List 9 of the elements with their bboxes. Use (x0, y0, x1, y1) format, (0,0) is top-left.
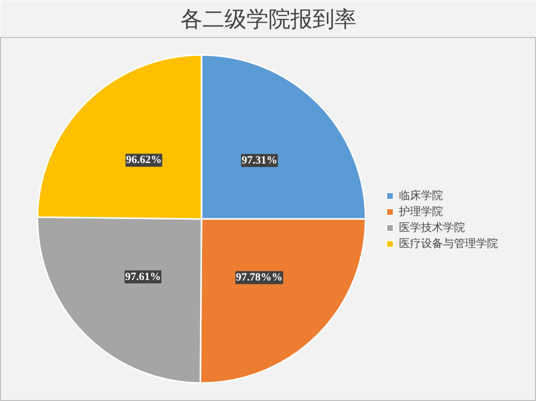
legend-label: 医疗设备与管理学院 (399, 236, 498, 251)
legend-label: 临床学院 (399, 188, 443, 203)
legend-label: 护理学院 (399, 204, 443, 219)
data-label: 97.78%% (236, 272, 283, 284)
data-label: 96.62% (126, 154, 162, 166)
legend-label: 医学技术学院 (399, 220, 465, 235)
data-label: 97.61% (125, 270, 161, 283)
chart-title: 各二级学院报到率 (180, 8, 356, 32)
data-label: 97.31% (242, 154, 278, 167)
